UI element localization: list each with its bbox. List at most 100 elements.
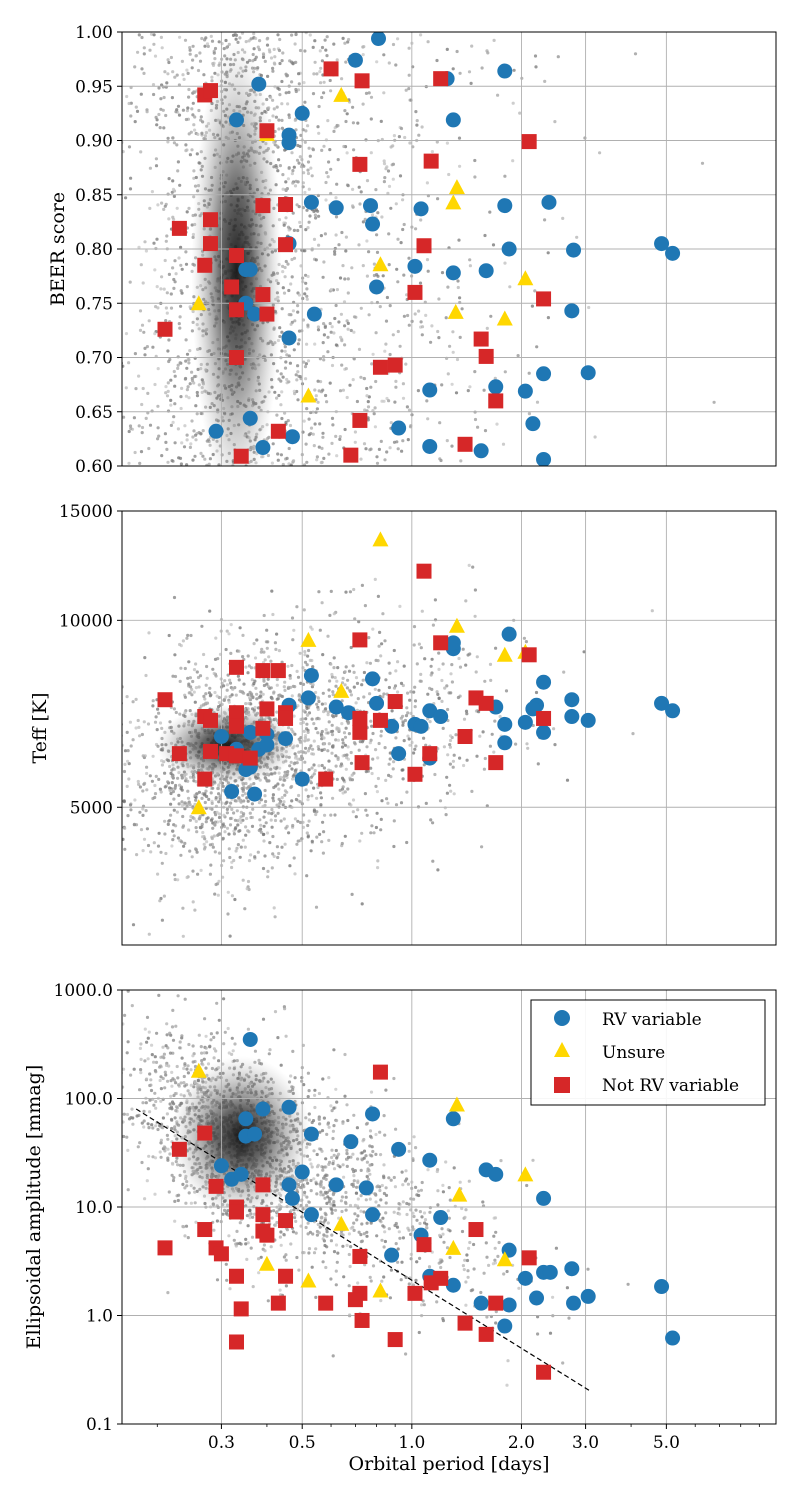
- background-source-point: [299, 721, 303, 726]
- background-source-point: [172, 286, 176, 290]
- point-not-rv-variable: [423, 153, 439, 169]
- background-source-point: [213, 46, 218, 51]
- background-source-point: [294, 249, 298, 253]
- background-source-point: [204, 820, 208, 824]
- background-source-point: [307, 187, 311, 191]
- background-source-point: [79, 1112, 82, 1115]
- background-source-point: [376, 594, 380, 599]
- background-source-point: [261, 55, 266, 60]
- background-source-point: [350, 773, 354, 777]
- background-source-point: [215, 694, 219, 698]
- background-source-point: [344, 665, 348, 669]
- background-source-point: [180, 441, 184, 445]
- background-source-point: [118, 773, 121, 776]
- background-source-point: [313, 768, 317, 773]
- y-tick-label: 0.70: [75, 349, 113, 369]
- background-source-point: [281, 51, 285, 55]
- background-source-point: [270, 825, 274, 829]
- background-source-point: [138, 785, 142, 789]
- background-source-point: [290, 767, 294, 771]
- background-source-point: [246, 1241, 250, 1245]
- background-source-point: [275, 677, 279, 682]
- background-source-point: [462, 763, 466, 768]
- background-source-point: [474, 670, 478, 674]
- background-source-point: [122, 361, 123, 365]
- background-source-point: [167, 338, 171, 342]
- background-source-point: [46, 890, 49, 893]
- background-source-point: [92, 832, 95, 835]
- background-source-point: [364, 770, 368, 774]
- point-not-rv-variable: [352, 156, 368, 172]
- background-source-point: [140, 1121, 144, 1125]
- background-source-point: [88, 382, 91, 385]
- background-source-point: [107, 1136, 110, 1139]
- background-source-point: [283, 345, 287, 349]
- background-source-point: [224, 695, 228, 699]
- background-source-point: [212, 1056, 216, 1060]
- background-source-point: [420, 125, 424, 129]
- background-source-point: [503, 174, 507, 178]
- background-source-point: [152, 42, 156, 46]
- background-source-point: [554, 1246, 559, 1250]
- background-source-point: [412, 643, 416, 647]
- background-source-point: [188, 849, 192, 853]
- background-source-point: [61, 776, 64, 779]
- background-source-point: [203, 793, 207, 797]
- background-source-point: [319, 796, 323, 800]
- background-source-point: [156, 707, 160, 711]
- background-source-point: [139, 450, 144, 454]
- background-source-point: [142, 71, 146, 75]
- background-source-point: [265, 831, 270, 835]
- background-source-point: [222, 813, 226, 817]
- background-source-point: [186, 633, 190, 638]
- point-rv-variable: [501, 241, 517, 257]
- background-source-point: [167, 60, 171, 65]
- background-source-point: [280, 307, 284, 311]
- background-source-point: [449, 789, 453, 793]
- background-source-point: [438, 457, 442, 461]
- background-source-point: [228, 681, 233, 685]
- background-source-point: [181, 934, 185, 938]
- background-source-point: [565, 778, 570, 782]
- background-source-point: [176, 160, 180, 164]
- background-source-point: [137, 33, 141, 37]
- background-source-point: [417, 309, 421, 313]
- background-source-point: [212, 671, 216, 676]
- background-source-point: [275, 413, 279, 417]
- point-rv-variable: [580, 712, 596, 728]
- background-source-point: [181, 814, 185, 819]
- background-source-point: [346, 678, 350, 682]
- background-source-point: [346, 720, 351, 724]
- background-source-point: [283, 680, 287, 684]
- background-source-point: [183, 841, 187, 846]
- point-not-rv-variable: [521, 134, 537, 150]
- background-source-point: [293, 817, 297, 821]
- background-source-point: [401, 723, 405, 727]
- background-source-point: [301, 280, 305, 284]
- point-rv-variable: [306, 306, 322, 322]
- background-source-point: [222, 698, 226, 703]
- background-source-point: [148, 48, 152, 52]
- background-source-point: [446, 707, 450, 712]
- background-source-point: [262, 839, 266, 843]
- background-source-point: [232, 811, 236, 815]
- background-source-point: [162, 126, 166, 130]
- background-source-point: [461, 647, 465, 651]
- background-source-point: [280, 845, 284, 849]
- background-source-point: [162, 894, 166, 898]
- background-source-point: [292, 256, 297, 260]
- background-source-point: [167, 177, 171, 181]
- background-source-point: [396, 237, 400, 241]
- background-source-point: [311, 432, 315, 436]
- background-source-point: [202, 652, 206, 657]
- background-source-point: [166, 349, 170, 353]
- background-source-point: [352, 148, 356, 152]
- background-source-point: [482, 767, 486, 771]
- background-source-point: [328, 321, 332, 326]
- point-rv-variable: [654, 695, 670, 711]
- background-source-point: [470, 789, 474, 794]
- background-source-point: [317, 243, 321, 247]
- background-source-point: [197, 1033, 201, 1037]
- background-source-point: [287, 115, 291, 120]
- background-source-point: [273, 814, 278, 818]
